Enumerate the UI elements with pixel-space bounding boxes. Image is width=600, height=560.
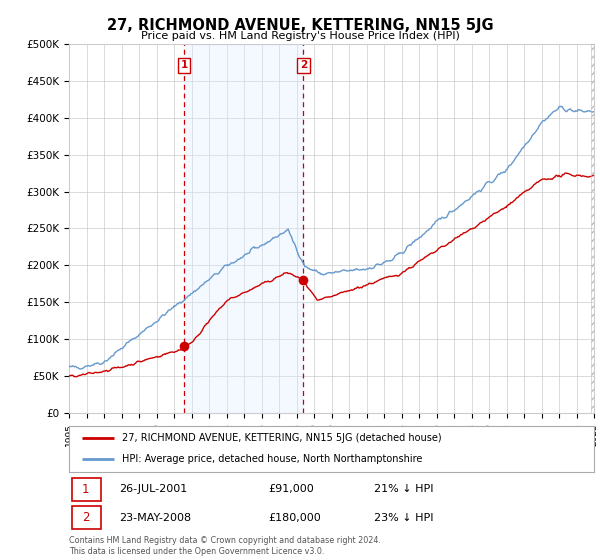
Text: 1: 1 [82, 483, 89, 496]
FancyBboxPatch shape [71, 478, 101, 501]
Text: 26-JUL-2001: 26-JUL-2001 [119, 484, 187, 494]
FancyBboxPatch shape [71, 506, 101, 529]
Text: 2: 2 [300, 60, 307, 71]
Text: 27, RICHMOND AVENUE, KETTERING, NN15 5JG (detached house): 27, RICHMOND AVENUE, KETTERING, NN15 5JG… [121, 433, 441, 443]
Text: 23% ↓ HPI: 23% ↓ HPI [373, 513, 433, 522]
Text: 21% ↓ HPI: 21% ↓ HPI [373, 484, 433, 494]
Bar [184, 44, 304, 413]
Text: £180,000: £180,000 [269, 513, 321, 522]
Text: Price paid vs. HM Land Registry's House Price Index (HPI): Price paid vs. HM Land Registry's House … [140, 31, 460, 41]
Text: 23-MAY-2008: 23-MAY-2008 [119, 513, 191, 522]
Text: £91,000: £91,000 [269, 484, 314, 494]
Text: 2: 2 [82, 511, 89, 524]
Text: Contains HM Land Registry data © Crown copyright and database right 2024.
This d: Contains HM Land Registry data © Crown c… [69, 536, 381, 556]
Text: 27, RICHMOND AVENUE, KETTERING, NN15 5JG: 27, RICHMOND AVENUE, KETTERING, NN15 5JG [107, 18, 493, 33]
Text: HPI: Average price, detached house, North Northamptonshire: HPI: Average price, detached house, Nort… [121, 454, 422, 464]
Text: 1: 1 [181, 60, 188, 71]
